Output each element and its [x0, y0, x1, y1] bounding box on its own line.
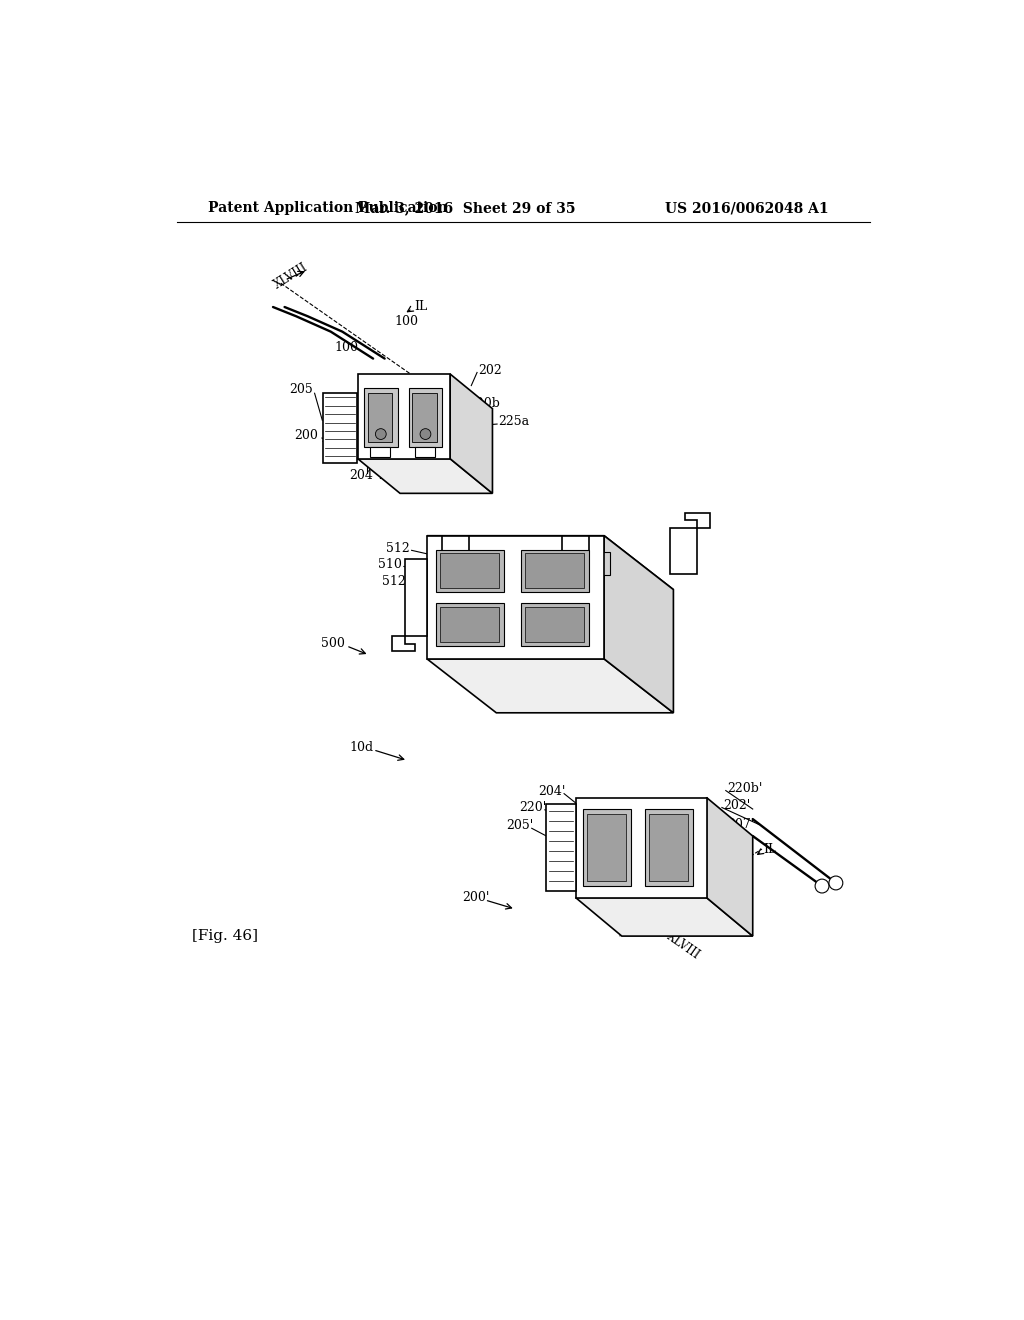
- Text: XLVIII: XLVIII: [271, 261, 310, 292]
- Text: 207': 207': [727, 818, 755, 832]
- Polygon shape: [440, 607, 500, 642]
- Text: IL: IL: [764, 843, 777, 857]
- Circle shape: [376, 429, 386, 440]
- Text: IL: IL: [414, 300, 427, 313]
- Polygon shape: [409, 388, 442, 447]
- Polygon shape: [587, 814, 627, 880]
- Text: 204': 204': [539, 785, 565, 797]
- Text: 220': 220': [519, 801, 547, 814]
- Polygon shape: [524, 553, 584, 589]
- Polygon shape: [406, 558, 427, 636]
- Text: 100: 100: [394, 315, 418, 329]
- Polygon shape: [575, 898, 753, 936]
- Circle shape: [829, 876, 843, 890]
- Polygon shape: [323, 393, 357, 462]
- Polygon shape: [685, 512, 711, 528]
- Polygon shape: [584, 809, 631, 886]
- Text: 202: 202: [478, 363, 503, 376]
- Text: 100': 100': [683, 869, 711, 880]
- Text: 220b': 220b': [727, 781, 763, 795]
- Polygon shape: [707, 797, 753, 936]
- Text: 220b: 220b: [468, 397, 500, 409]
- Polygon shape: [357, 374, 451, 459]
- Circle shape: [420, 429, 431, 440]
- Text: 550: 550: [589, 591, 612, 603]
- Text: 200: 200: [295, 429, 318, 442]
- Polygon shape: [368, 393, 392, 442]
- Polygon shape: [670, 528, 696, 574]
- Polygon shape: [649, 814, 688, 880]
- Polygon shape: [604, 536, 674, 713]
- Text: 100: 100: [334, 341, 358, 354]
- Text: 10d: 10d: [349, 741, 374, 754]
- Polygon shape: [427, 536, 604, 659]
- Polygon shape: [547, 804, 575, 891]
- Polygon shape: [562, 536, 589, 558]
- Polygon shape: [521, 549, 589, 591]
- Polygon shape: [370, 447, 390, 457]
- Polygon shape: [524, 607, 584, 642]
- Text: 200': 200': [462, 891, 489, 904]
- Polygon shape: [521, 603, 589, 645]
- Text: US 2016/0062048 A1: US 2016/0062048 A1: [665, 202, 828, 215]
- Polygon shape: [463, 552, 490, 576]
- Text: 225: 225: [396, 469, 420, 482]
- Polygon shape: [436, 603, 504, 645]
- Polygon shape: [392, 636, 416, 651]
- Text: 205': 205': [506, 820, 534, 833]
- Text: 205: 205: [290, 383, 313, 396]
- Text: 220: 220: [379, 469, 402, 482]
- Circle shape: [815, 879, 829, 894]
- Polygon shape: [413, 393, 437, 442]
- Polygon shape: [415, 447, 435, 457]
- Polygon shape: [357, 459, 493, 494]
- Polygon shape: [645, 809, 692, 886]
- Polygon shape: [575, 797, 707, 898]
- Text: 204: 204: [349, 469, 374, 482]
- Text: 512: 512: [386, 543, 410, 556]
- Polygon shape: [440, 553, 500, 589]
- Text: 500: 500: [321, 638, 345, 649]
- Text: 510: 510: [378, 558, 401, 572]
- Polygon shape: [427, 659, 674, 713]
- Text: XLVIII: XLVIII: [665, 931, 702, 962]
- Polygon shape: [442, 536, 469, 558]
- Polygon shape: [427, 536, 674, 590]
- Text: Patent Application Publication: Patent Application Publication: [208, 202, 447, 215]
- Polygon shape: [436, 549, 504, 591]
- Text: 225a: 225a: [499, 416, 529, 428]
- Text: [Fig. 46]: [Fig. 46]: [193, 929, 258, 942]
- Polygon shape: [364, 388, 397, 447]
- Text: Mar. 3, 2016  Sheet 29 of 35: Mar. 3, 2016 Sheet 29 of 35: [355, 202, 575, 215]
- Text: 100': 100': [655, 838, 683, 851]
- Text: 512': 512': [382, 576, 410, 589]
- Polygon shape: [451, 374, 493, 494]
- Text: 202': 202': [724, 799, 751, 812]
- Polygon shape: [583, 552, 609, 576]
